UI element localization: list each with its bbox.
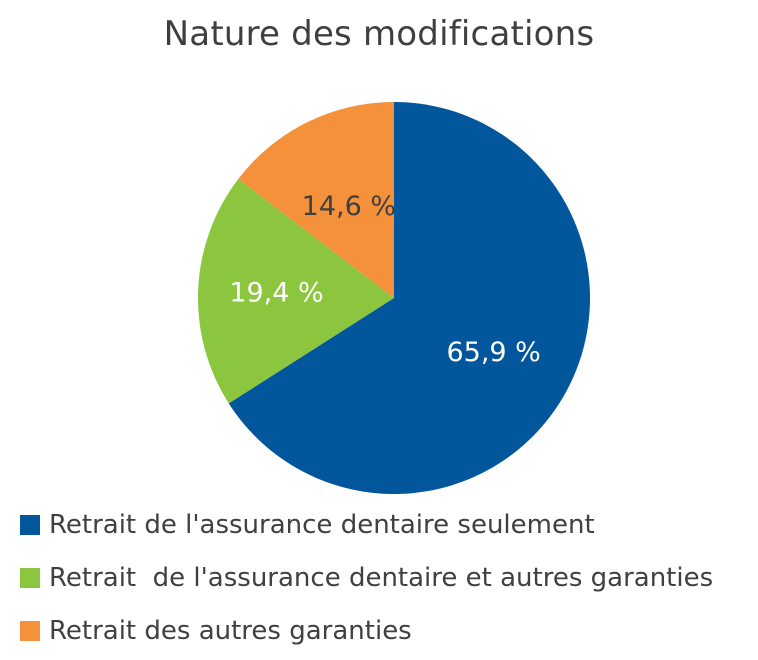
legend-item-1: Retrait de l'assurance dentaire seulemen…	[20, 498, 750, 551]
data-label-1: 65,9 %	[446, 337, 540, 368]
pie-chart: 65,9 % 19,4 % 14,6 %	[198, 102, 590, 494]
pie-slices	[198, 102, 590, 494]
legend-item-3: Retrait des autres garanties	[20, 604, 750, 657]
data-label-3: 14,6 %	[302, 191, 396, 222]
legend: Retrait de l'assurance dentaire seulemen…	[20, 498, 750, 657]
pie-slice-1	[228, 102, 590, 494]
legend-swatch	[20, 620, 40, 641]
legend-swatch	[20, 514, 40, 535]
legend-label: Retrait de l'assurance dentaire seulemen…	[49, 509, 595, 540]
legend-item-2: Retrait de l'assurance dentaire et autre…	[20, 551, 750, 604]
data-label-2: 19,4 %	[229, 278, 323, 309]
pie-data-labels: 65,9 % 19,4 % 14,6 %	[229, 191, 541, 368]
chart-title: Nature des modifications	[163, 14, 595, 54]
legend-label: Retrait des autres garanties	[49, 615, 412, 646]
legend-swatch	[20, 567, 40, 588]
pie-slice-3	[238, 102, 394, 298]
legend-label: Retrait de l'assurance dentaire et autre…	[49, 562, 714, 593]
pie-slice-2	[198, 178, 394, 404]
